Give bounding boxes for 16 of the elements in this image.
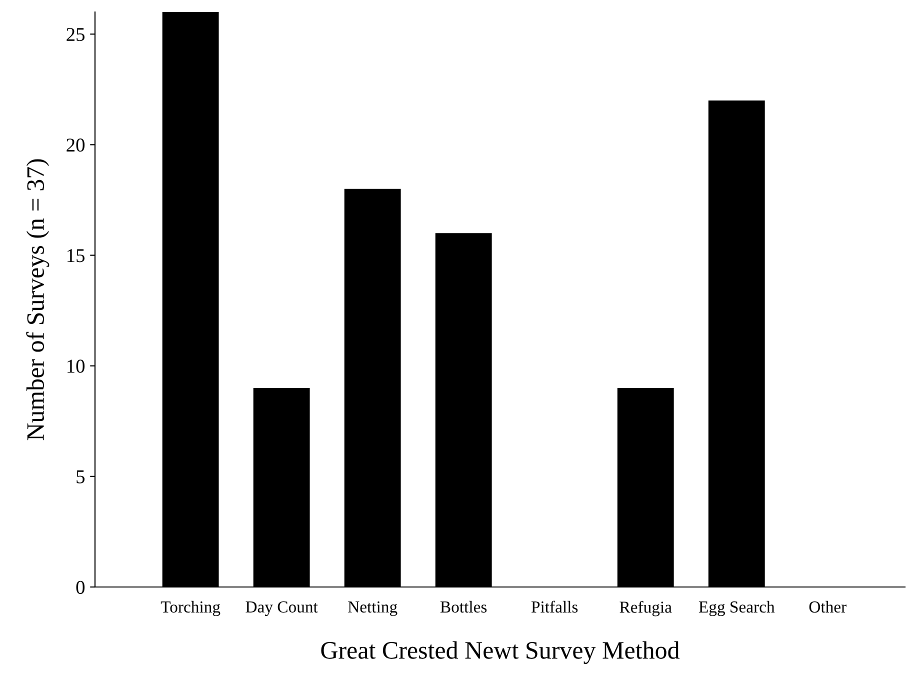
x-tick-label: Torching [160, 600, 220, 616]
y-tick-label: 20 [66, 138, 85, 152]
x-tick-label: Bottles [440, 600, 487, 613]
y-tick-label: 15 [68, 249, 85, 262]
x-tick-label: Netting [348, 601, 398, 616]
x-tick-label: Other [809, 600, 846, 613]
x-tick-label: Egg Search [698, 600, 775, 616]
x-tick-label: Day Count [246, 601, 318, 616]
y-tick-label: 0 [76, 580, 85, 594]
x-axis-title: Great Crested Newt Survey Method [321, 641, 680, 664]
x-tick-label: Refugia [620, 600, 672, 616]
x-tick-label: Pitfalls [531, 600, 578, 613]
y-tick-label: 25 [66, 28, 85, 42]
y-axis-title: Number of Surveys (n = 37) [26, 159, 50, 440]
y-tick-label: 10 [68, 360, 85, 373]
y-tick-label: 5 [76, 470, 85, 484]
